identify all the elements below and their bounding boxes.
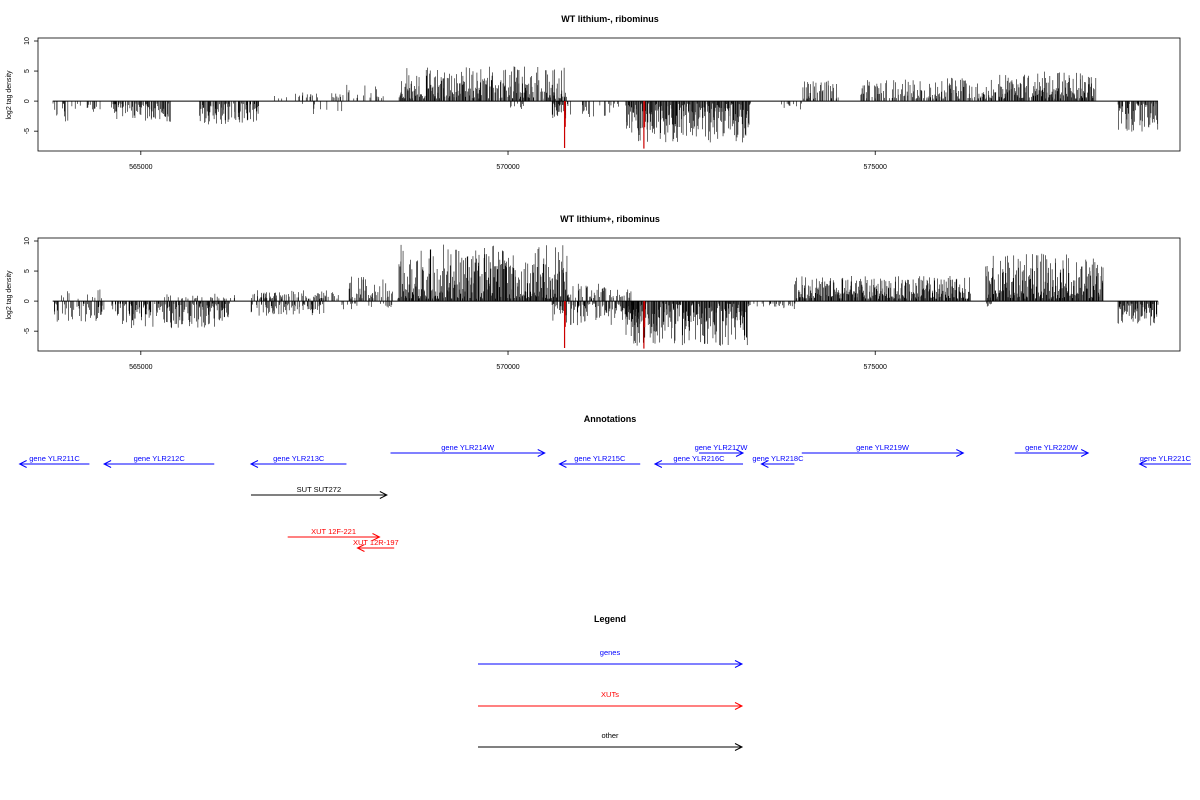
annotation-arrow-head (735, 449, 745, 457)
annotation-feature: gene YLR211C (18, 454, 90, 468)
y-tick-label: 5 (24, 269, 31, 273)
y-tick-label: 10 (24, 237, 31, 245)
track-panel-lithium-minus: WT lithium-, ribominus log2 tag density … (6, 14, 1181, 171)
annotation-feature: gene YLR212C (102, 454, 215, 468)
annotation-arrow-head (558, 460, 567, 468)
annotation-arrow-head (956, 449, 965, 457)
annotation-arrow-head (372, 533, 381, 541)
plot-frame (37, 237, 1181, 352)
annotation-label: gene YLR219W (856, 443, 910, 452)
legend-item: other (478, 731, 744, 751)
y-tick-label: -5 (24, 128, 31, 134)
y-tick-label: 0 (24, 299, 31, 303)
y-axis-label: log2 tag density (6, 270, 13, 320)
x-axis: 565000 570000 575000 (129, 151, 887, 171)
annotation-arrow-head (653, 460, 663, 468)
annotation-label: gene YLR212C (134, 454, 186, 463)
bar-series (52, 66, 1159, 143)
legend-title: Legend (594, 614, 626, 624)
annotation-feature: gene YLR214W (390, 443, 546, 457)
legend-items: genes XUTs other (478, 648, 744, 751)
annotation-feature: gene YLR217W (695, 443, 749, 457)
annotation-feature: gene YLR213C (249, 454, 347, 468)
annotation-arrow-head (1138, 460, 1147, 468)
annotation-label: gene YLR214W (441, 443, 495, 452)
highlight-marks (563, 101, 646, 149)
annotation-feature: gene YLR218C (752, 454, 804, 468)
x-tick-label: 570000 (496, 164, 519, 171)
y-axis: -5 0 5 10 (24, 37, 38, 134)
legend-item: genes (478, 648, 744, 668)
y-tick-label: -5 (24, 328, 31, 334)
annotations-track: Annotations gene YLR211C gene YLR212C gene… (18, 414, 1192, 552)
y-axis: -5 0 5 10 (24, 237, 38, 334)
annotation-arrow-head (102, 460, 112, 468)
annotation-arrow-head (249, 460, 259, 468)
annotation-feature: gene YLR219W (801, 443, 965, 457)
annotation-arrow-head (18, 460, 27, 468)
annotation-label: gene YLR217W (695, 443, 749, 452)
annotation-feature: XUT 12F-221 (287, 527, 381, 541)
panel-title: WT lithium-, ribominus (561, 14, 659, 24)
y-tick-label: 10 (24, 37, 31, 45)
annotation-label: XUT 12F-221 (311, 527, 356, 536)
annotation-feature: SUT SUT272 (250, 485, 388, 499)
annotation-label: gene YLR218C (752, 454, 804, 463)
annotation-label: gene YLR213C (273, 454, 325, 463)
annotation-arrow-head (760, 460, 769, 468)
bar-series (54, 244, 1159, 346)
x-tick-label: 570000 (496, 364, 519, 371)
annotation-arrow-head (537, 449, 546, 457)
track-panel-lithium-plus: WT lithium+, ribominus log2 tag density … (6, 214, 1181, 371)
legend-item: XUTs (478, 690, 744, 710)
x-tick-label: 575000 (864, 164, 887, 171)
annotation-arrow-head (379, 491, 388, 499)
highlight-marks (563, 301, 646, 349)
annotation-feature: gene YLR215C (558, 454, 641, 468)
annotation-feature: XUT 12R-197 (353, 538, 399, 552)
y-axis-label: log2 tag density (6, 70, 13, 120)
panel-title: WT lithium+, ribominus (560, 214, 660, 224)
annotation-arrow-head (734, 702, 744, 710)
annotation-arrow-head (734, 660, 744, 668)
x-tick-label: 565000 (129, 364, 152, 371)
legend: Legend genes XUTs other (478, 614, 744, 751)
x-tick-label: 575000 (864, 364, 887, 371)
y-tick-label: 5 (24, 69, 31, 73)
annotation-label: gene YLR215C (574, 454, 626, 463)
annotation-items: gene YLR211C gene YLR212C gene YLR213C gene… (18, 443, 1192, 552)
x-axis: 565000 570000 575000 (129, 351, 887, 371)
plot-frame (37, 37, 1181, 152)
annotation-feature: gene YLR221C (1138, 454, 1192, 468)
y-tick-label: 0 (24, 99, 31, 103)
legend-label: other (601, 731, 619, 740)
annotation-label: SUT SUT272 (297, 485, 341, 494)
legend-label: genes (600, 648, 621, 657)
annotation-arrow-head (356, 544, 365, 552)
annotation-label: gene YLR211C (29, 454, 80, 463)
annotation-label: gene YLR221C (1140, 454, 1192, 463)
legend-label: XUTs (601, 690, 619, 699)
annotation-feature: gene YLR216C (653, 454, 744, 468)
annotation-label: gene YLR220W (1025, 443, 1079, 452)
annotation-arrow-head (734, 743, 744, 751)
annotation-label: XUT 12R-197 (353, 538, 399, 547)
annotations-title: Annotations (584, 414, 637, 424)
annotation-arrow-head (1080, 449, 1090, 457)
annotation-label: gene YLR216C (673, 454, 725, 463)
x-tick-label: 565000 (129, 164, 152, 171)
annotation-feature: gene YLR220W (1014, 443, 1090, 457)
